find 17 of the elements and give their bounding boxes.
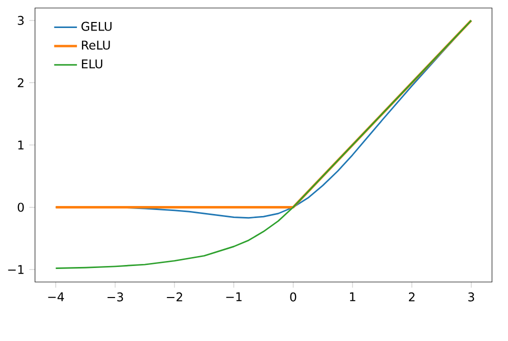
y-tick-label: 1 [18,140,24,150]
y-tick-label: 3 [18,16,24,25]
x-tick-label: −2 [166,292,182,302]
line-series [55,20,472,270]
x-tick-label: −3 [108,292,124,302]
x-tick-label: 1 [350,292,356,302]
x-tick-label: 3 [468,292,474,302]
legend-label: ELU [82,59,102,68]
x-tick-label: −1 [226,292,242,302]
legend-label: GELU [81,22,112,31]
x-tick-label: 2 [408,292,414,302]
x-tick-label: −4 [48,292,64,302]
x-tick-label: 0 [290,292,296,302]
y-tick-label: −1 [8,265,24,274]
y-tick-label: 0 [18,202,24,212]
legend-label: ReLU [82,40,110,50]
y-tick-label: 2 [18,78,24,88]
